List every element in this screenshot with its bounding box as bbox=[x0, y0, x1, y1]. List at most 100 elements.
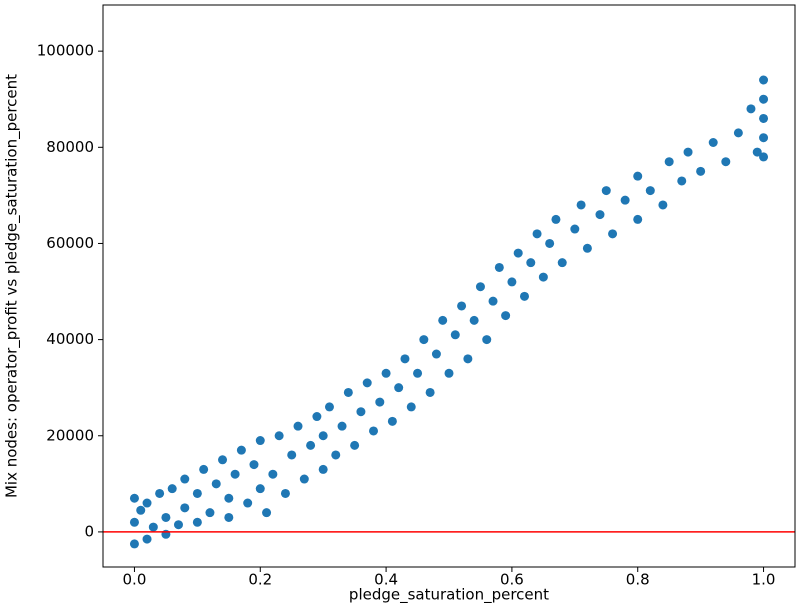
point bbox=[369, 426, 379, 436]
point bbox=[218, 455, 228, 465]
point bbox=[513, 248, 523, 258]
point bbox=[312, 412, 322, 422]
point bbox=[161, 512, 171, 522]
point bbox=[425, 387, 435, 397]
point bbox=[293, 421, 303, 431]
y-tick-label: 0 bbox=[84, 522, 94, 540]
point bbox=[331, 450, 341, 460]
point bbox=[438, 315, 448, 325]
point bbox=[677, 176, 687, 186]
x-tick-label: 0.8 bbox=[626, 571, 650, 589]
point bbox=[733, 128, 743, 138]
point bbox=[494, 262, 504, 272]
x-tick-label: 0.6 bbox=[500, 571, 524, 589]
point bbox=[450, 330, 460, 340]
point bbox=[708, 137, 718, 147]
point bbox=[350, 440, 360, 450]
point bbox=[255, 484, 265, 494]
point bbox=[444, 368, 454, 378]
plot-frame bbox=[102, 4, 796, 568]
point bbox=[324, 402, 334, 412]
point bbox=[400, 354, 410, 364]
point bbox=[746, 104, 756, 114]
point bbox=[519, 291, 529, 301]
point bbox=[318, 431, 328, 441]
point bbox=[658, 200, 668, 210]
point bbox=[318, 464, 328, 474]
point bbox=[192, 517, 202, 527]
x-tick-label: 1.0 bbox=[752, 571, 776, 589]
y-tick-label: 20000 bbox=[46, 426, 94, 444]
point bbox=[721, 157, 731, 167]
point bbox=[129, 493, 139, 503]
x-tick-label: 0.2 bbox=[248, 571, 272, 589]
point bbox=[595, 210, 605, 220]
point bbox=[406, 402, 416, 412]
point bbox=[633, 171, 643, 181]
point bbox=[129, 539, 139, 549]
point bbox=[173, 520, 183, 530]
point bbox=[482, 335, 492, 345]
point bbox=[576, 200, 586, 210]
point bbox=[696, 166, 706, 176]
point bbox=[249, 460, 259, 470]
point bbox=[262, 508, 272, 518]
point bbox=[633, 214, 643, 224]
point bbox=[752, 147, 762, 157]
point bbox=[608, 229, 618, 239]
point bbox=[475, 282, 485, 292]
point bbox=[255, 436, 265, 446]
point bbox=[457, 301, 467, 311]
point bbox=[645, 186, 655, 196]
point bbox=[343, 387, 353, 397]
point bbox=[488, 296, 498, 306]
point bbox=[192, 488, 202, 498]
point bbox=[243, 498, 253, 508]
point bbox=[155, 488, 165, 498]
point bbox=[463, 354, 473, 364]
point bbox=[230, 469, 240, 479]
point bbox=[268, 469, 278, 479]
point bbox=[356, 407, 366, 417]
point bbox=[199, 464, 209, 474]
point bbox=[387, 416, 397, 426]
point bbox=[759, 113, 769, 123]
point bbox=[507, 277, 517, 287]
point bbox=[545, 238, 555, 248]
point bbox=[148, 522, 158, 532]
y-tick-label: 40000 bbox=[46, 330, 94, 348]
point bbox=[601, 186, 611, 196]
point bbox=[306, 440, 316, 450]
point bbox=[180, 503, 190, 513]
point bbox=[759, 152, 769, 162]
point bbox=[620, 195, 630, 205]
point bbox=[683, 147, 693, 157]
point bbox=[136, 505, 146, 515]
point bbox=[224, 493, 234, 503]
point bbox=[582, 243, 592, 253]
point bbox=[419, 335, 429, 345]
point bbox=[180, 474, 190, 484]
point bbox=[551, 214, 561, 224]
y-tick-label: 80000 bbox=[46, 138, 94, 156]
point bbox=[570, 224, 580, 234]
point bbox=[142, 498, 152, 508]
x-axis-label: pledge_saturation_percent bbox=[349, 586, 549, 605]
point bbox=[759, 94, 769, 104]
point bbox=[431, 349, 441, 359]
point bbox=[375, 397, 385, 407]
point bbox=[280, 488, 290, 498]
point bbox=[236, 445, 246, 455]
x-tick-label: 0.0 bbox=[123, 571, 147, 589]
point bbox=[362, 378, 372, 388]
point bbox=[759, 133, 769, 143]
y-axis-label: Mix nodes: operator_profit vs pledge_sat… bbox=[3, 74, 22, 498]
point bbox=[501, 311, 511, 321]
point bbox=[664, 157, 674, 167]
point bbox=[224, 512, 234, 522]
point bbox=[211, 479, 221, 489]
point bbox=[394, 383, 404, 393]
point bbox=[532, 229, 542, 239]
